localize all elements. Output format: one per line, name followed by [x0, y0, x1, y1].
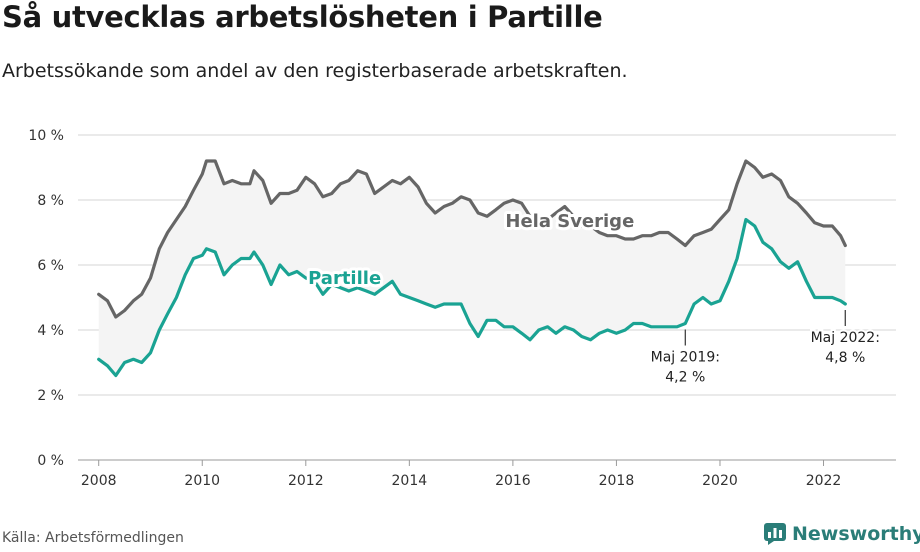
x-tick-label: 2010 [184, 473, 220, 489]
y-tick-label: 8 % [37, 193, 64, 209]
x-tick-label: 2020 [702, 473, 738, 489]
x-tick-label: 2014 [392, 473, 428, 489]
annotation-text: Maj 2022: [811, 330, 880, 346]
y-tick-label: 2 % [37, 388, 64, 404]
x-tick-label: 2016 [495, 473, 531, 489]
difference-band [98, 161, 846, 376]
gridlines: 0 % 2 % 4 % 6 % 8 % 10 % [28, 128, 896, 469]
annotation-text: 4,2 % [665, 370, 705, 386]
series-label-partille: Partille [308, 268, 381, 289]
y-tick-label: 4 % [37, 323, 64, 339]
brand-logo: Newsworthy [764, 520, 920, 548]
y-tick-label: 6 % [37, 258, 64, 274]
band-area [98, 161, 846, 376]
series-label-hela-sverige: Hela Sverige [505, 211, 634, 232]
x-axis: 2008 2010 2012 2014 2016 2018 2020 2022 [81, 460, 841, 489]
annotations: Maj 2019: 4,2 % Maj 2022: 4,8 % [649, 310, 882, 388]
x-tick-label: 2022 [806, 473, 842, 489]
page-subtitle: Arbetssökande som andel av den registerb… [2, 60, 628, 82]
newsworthy-logo-icon [764, 523, 786, 545]
series-lines [97, 159, 847, 378]
series-line-partille [97, 217, 847, 378]
page-title: Så utvecklas arbetslösheten i Partille [2, 0, 603, 34]
y-tick-label: 0 % [37, 453, 64, 469]
annotation-text: Maj 2019: [651, 350, 720, 366]
y-tick-label: 10 % [28, 128, 64, 144]
x-tick-label: 2012 [288, 473, 324, 489]
source-note: Källa: Arbetsförmedlingen [2, 530, 184, 546]
brand-name: Newsworthy [792, 523, 920, 545]
series-line-hela-sverige [97, 159, 847, 319]
x-tick-label: 2008 [81, 473, 117, 489]
x-tick-label: 2018 [599, 473, 635, 489]
annotation-text: 4,8 % [825, 350, 865, 366]
series-labels: Hela Sverige Partille [305, 208, 637, 292]
